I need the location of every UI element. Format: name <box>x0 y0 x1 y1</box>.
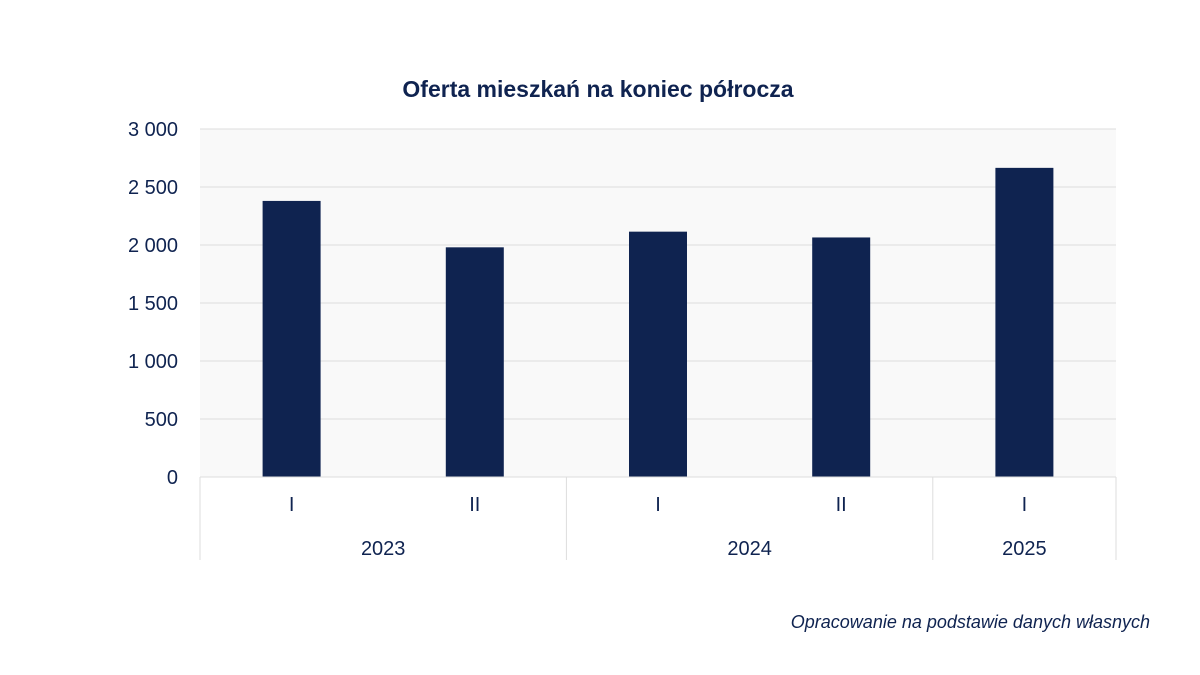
y-tick-label: 3 000 <box>128 119 178 141</box>
x-tick-label: I <box>655 494 661 516</box>
bar <box>445 247 504 477</box>
chart-title: Oferta mieszkań na koniec półrocza <box>402 76 794 102</box>
x-tick-label: I <box>1022 494 1028 516</box>
y-tick-label: 2 500 <box>128 177 178 199</box>
source-note: Opracowanie na podstawie danych własnych <box>790 612 1150 632</box>
bar <box>262 200 321 478</box>
y-tick-label: 2 000 <box>128 235 178 257</box>
x-group-label: 2024 <box>727 538 772 560</box>
bar <box>629 231 687 477</box>
x-tick-label: II <box>469 494 480 516</box>
y-tick-label: 1 000 <box>128 351 178 373</box>
y-tick-label: 1 500 <box>128 293 178 315</box>
y-tick-label: 500 <box>145 409 178 431</box>
bar <box>995 167 1054 478</box>
x-tick-label: II <box>836 494 847 516</box>
x-tick-label: I <box>289 494 295 516</box>
bar <box>812 237 871 477</box>
x-group-label: 2025 <box>1002 538 1047 560</box>
y-tick-label: 0 <box>167 467 178 489</box>
x-group-label: 2023 <box>361 538 406 560</box>
